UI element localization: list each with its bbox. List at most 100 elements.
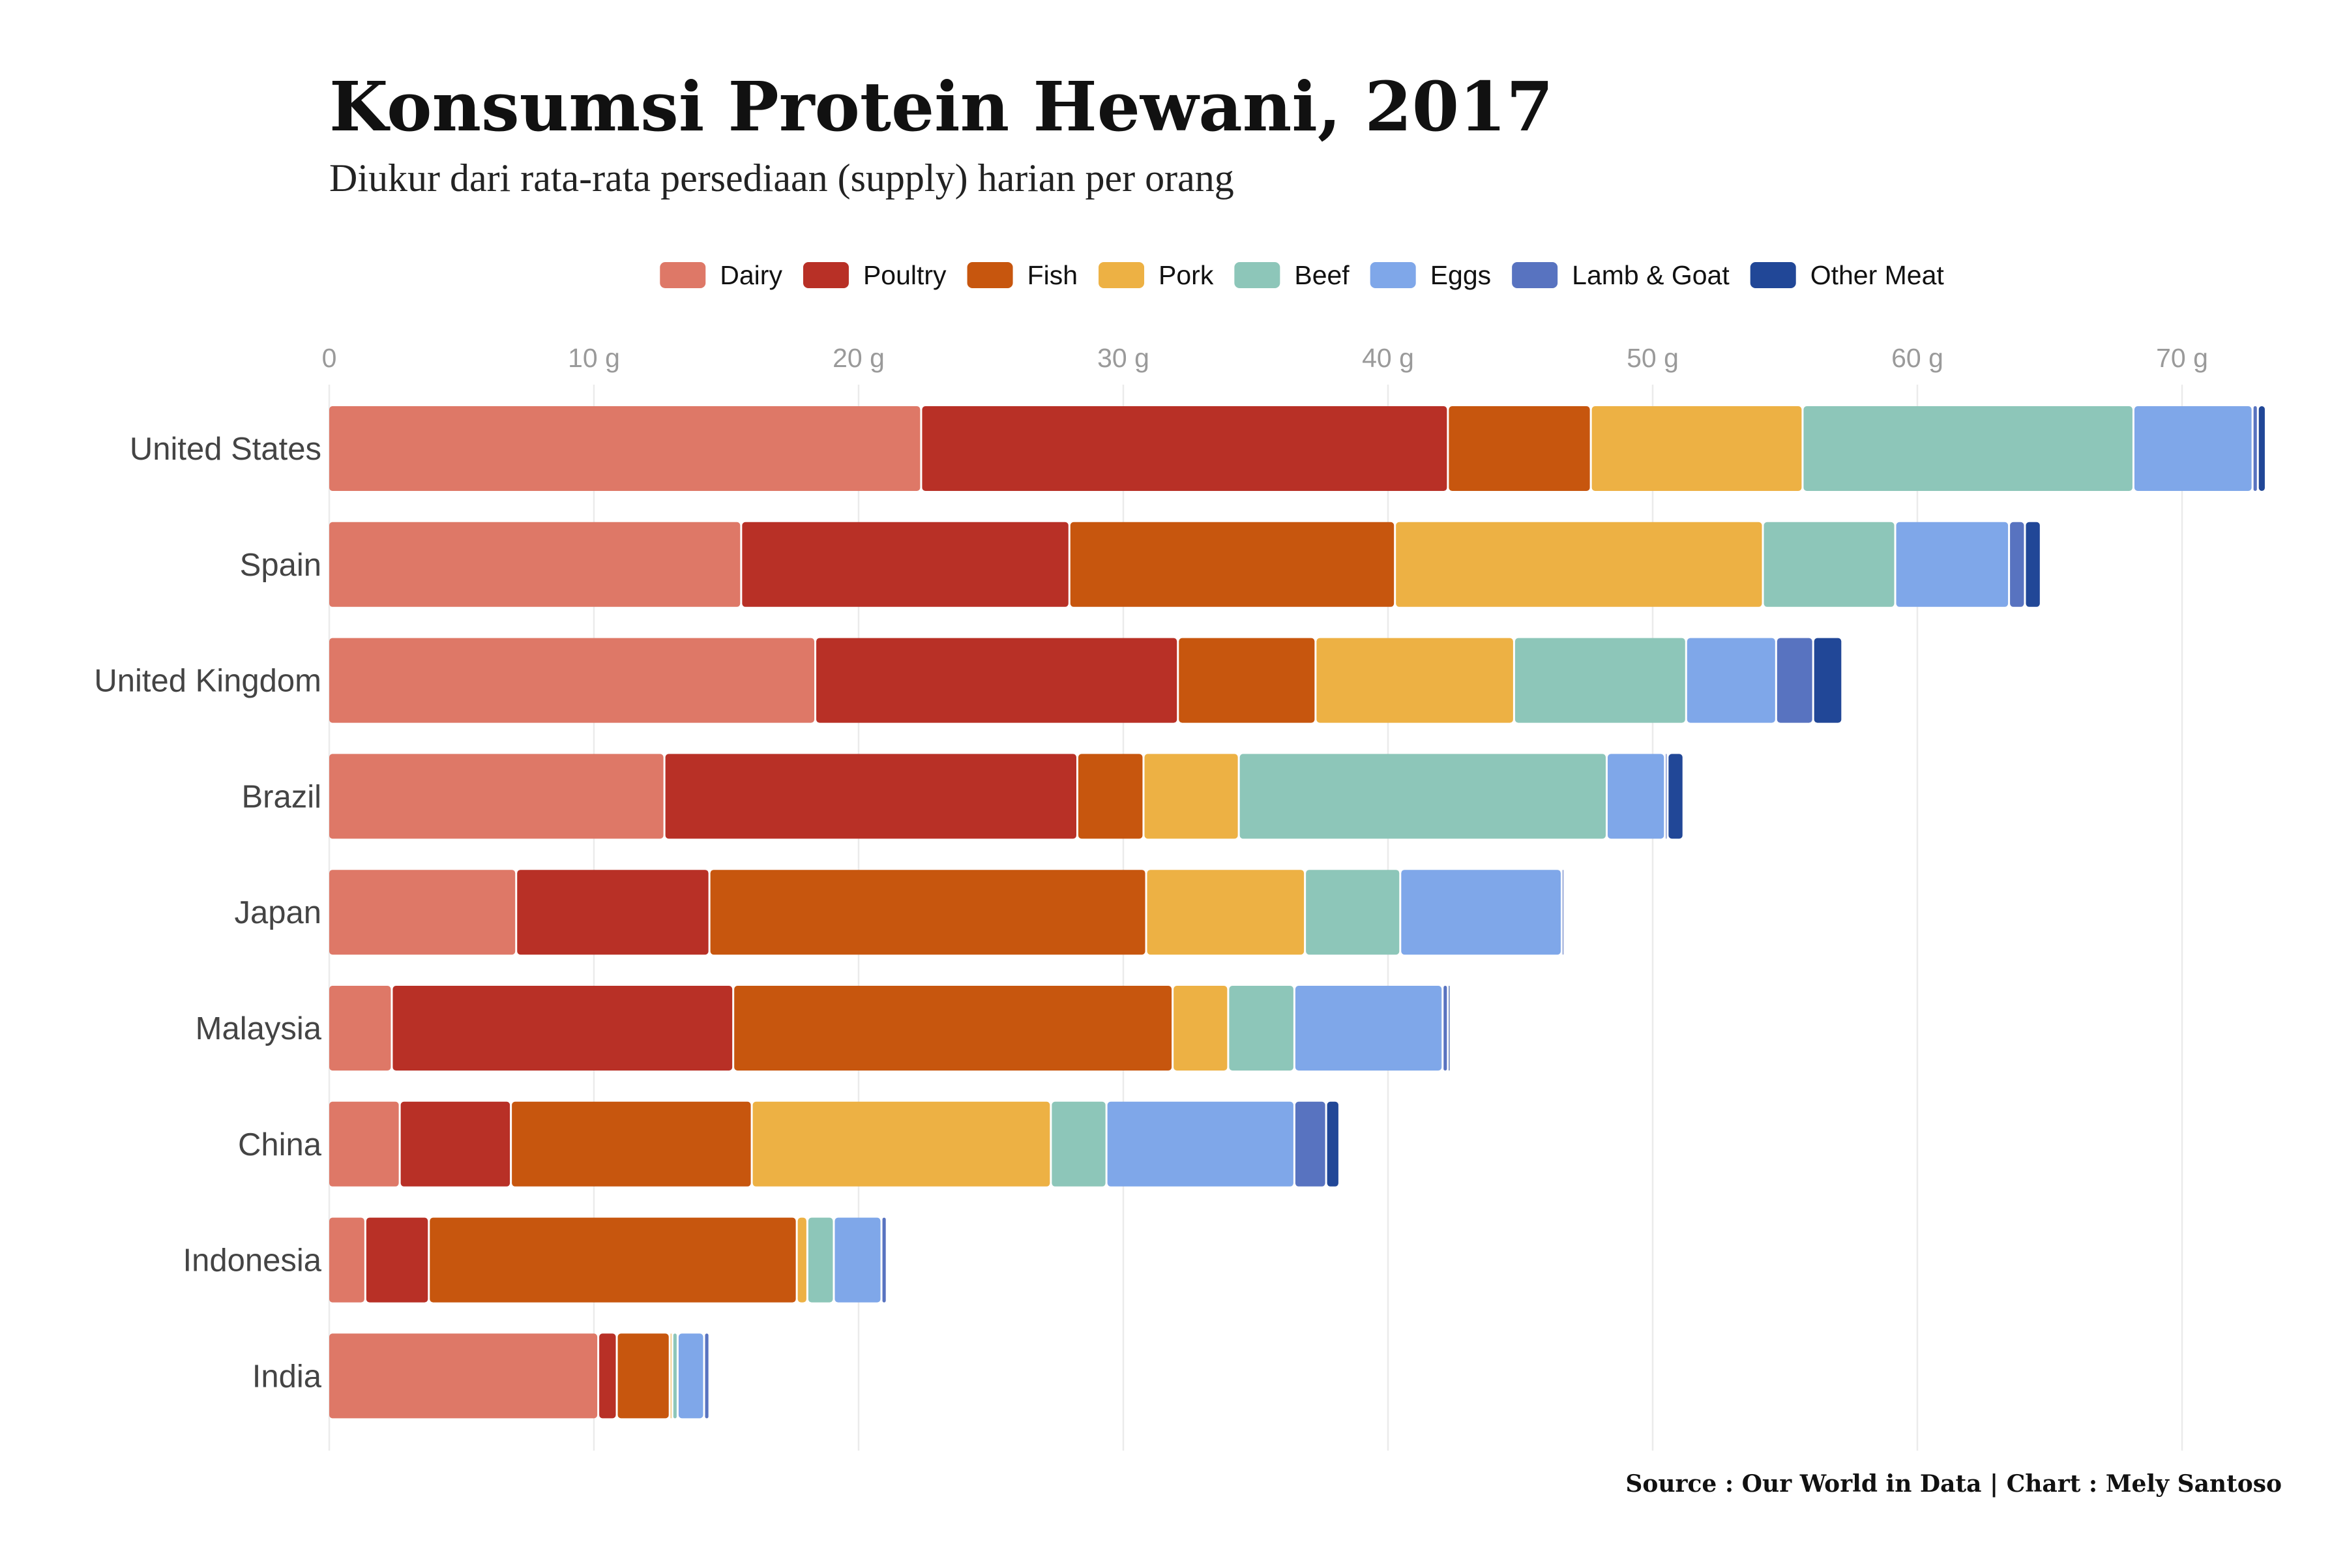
bar-malaysia-pork	[1174, 986, 1228, 1071]
bar-india-pork	[670, 1333, 672, 1419]
bar-spain-fish	[1070, 522, 1395, 607]
bar-indonesia-lamb-goat	[882, 1217, 886, 1303]
category-label-indonesia: Indonesia	[183, 1243, 321, 1279]
bar-india-lamb-goat	[705, 1333, 709, 1419]
bar-spain-other-meat	[2026, 522, 2040, 607]
x-tick-label: 0	[322, 343, 337, 373]
legend-label-poultry: Poultry	[863, 260, 947, 290]
category-label-united-states: United States	[130, 432, 321, 467]
category-label-united-kingdom: United Kingdom	[94, 664, 321, 699]
bar-united-kingdom-eggs	[1687, 638, 1775, 723]
x-tick-label: 20 g	[833, 343, 885, 373]
bar-japan-fish	[710, 870, 1145, 955]
bar-japan-dairy	[329, 870, 516, 955]
bar-spain-beef	[1764, 522, 1895, 607]
legend-swatch-poultry	[803, 262, 849, 288]
bar-japan-eggs	[1401, 870, 1561, 955]
legend-label-eggs: Eggs	[1430, 260, 1491, 290]
category-label-india: India	[252, 1359, 322, 1394]
bar-india-fish	[617, 1333, 669, 1419]
legend-swatch-beef	[1234, 262, 1280, 288]
bars	[329, 406, 2265, 1419]
bar-united-states-lamb-goat	[2253, 406, 2257, 491]
chart-title: Konsumsi Protein Hewani, 2017	[329, 67, 1554, 147]
bar-united-kingdom-poultry	[816, 638, 1177, 723]
bar-indonesia-dairy	[329, 1217, 364, 1303]
bar-spain-dairy	[329, 522, 741, 607]
bar-united-kingdom-beef	[1514, 638, 1685, 723]
bar-malaysia-eggs	[1295, 986, 1442, 1071]
legend-label-fish: Fish	[1027, 260, 1078, 290]
bar-japan-poultry	[517, 870, 709, 955]
bar-malaysia-fish	[734, 986, 1172, 1071]
bar-brazil-other-meat	[1668, 754, 1683, 839]
bar-united-kingdom-lamb-goat	[1777, 638, 1812, 723]
y-axis-categories: United States Spain United Kingdom Brazil Ja…	[94, 432, 321, 1394]
bar-china-eggs	[1107, 1101, 1293, 1187]
bar-brazil-beef	[1239, 754, 1606, 839]
x-tick-label: 60 g	[1891, 343, 1943, 373]
bar-spain-poultry	[742, 522, 1069, 607]
category-label-spain: Spain	[240, 548, 321, 583]
bar-india-beef	[673, 1333, 677, 1419]
bar-united-kingdom-pork	[1316, 638, 1513, 723]
bar-japan-pork	[1147, 870, 1305, 955]
bar-malaysia-poultry	[392, 986, 733, 1071]
legend-swatch-eggs	[1370, 262, 1416, 288]
bar-japan-beef	[1306, 870, 1400, 955]
legend-label-beef: Beef	[1294, 260, 1350, 290]
legend-label-lamb-goat: Lamb & Goat	[1572, 260, 1730, 290]
bar-china-lamb-goat	[1295, 1101, 1325, 1187]
category-label-brazil: Brazil	[241, 779, 321, 814]
x-tick-label: 70 g	[2156, 343, 2208, 373]
bar-indonesia-beef	[808, 1217, 833, 1303]
bar-china-pork	[752, 1101, 1050, 1187]
bar-united-states-eggs	[2134, 406, 2252, 491]
bar-spain-eggs	[1896, 522, 2009, 607]
bar-united-kingdom-dairy	[329, 638, 815, 723]
legend-swatch-lamb-goat	[1512, 262, 1558, 288]
bar-indonesia-fish	[430, 1217, 796, 1303]
bar-malaysia-dairy	[329, 986, 391, 1071]
bar-china-other-meat	[1327, 1101, 1338, 1187]
legend-label-dairy: Dairy	[720, 260, 782, 290]
bar-india-eggs	[678, 1333, 703, 1419]
bar-malaysia-lamb-goat	[1443, 986, 1447, 1071]
chart-subtitle: Diukur dari rata-rata persediaan (supply…	[329, 156, 1234, 200]
category-label-japan: Japan	[234, 895, 321, 930]
x-tick-label: 40 g	[1362, 343, 1414, 373]
bar-brazil-pork	[1144, 754, 1238, 839]
legend-swatch-pork	[1099, 262, 1145, 288]
bar-indonesia-pork	[797, 1217, 806, 1303]
legend-label-pork: Pork	[1159, 260, 1214, 290]
bar-spain-pork	[1396, 522, 1762, 607]
bar-china-fish	[512, 1101, 751, 1187]
bar-united-kingdom-fish	[1179, 638, 1315, 723]
bar-indonesia-poultry	[366, 1217, 428, 1303]
bar-united-states-beef	[1803, 406, 2133, 491]
bar-united-states-dairy	[329, 406, 921, 491]
bar-united-states-poultry	[922, 406, 1447, 491]
bar-united-kingdom-other-meat	[1814, 638, 1842, 723]
bar-india-poultry	[599, 1333, 616, 1419]
legend-swatch-fish	[967, 262, 1013, 288]
legend-label-other-meat: Other Meat	[1810, 260, 1945, 290]
bar-india-dairy	[329, 1333, 598, 1419]
category-label-malaysia: Malaysia	[196, 1011, 322, 1046]
x-tick-label: 10 g	[568, 343, 620, 373]
x-axis-ticks: 0 10 g 20 g 30 g 40 g 50 g 60 g 70 g	[322, 343, 2208, 373]
bar-united-states-fish	[1449, 406, 1590, 491]
category-label-china: China	[238, 1127, 322, 1162]
bar-china-beef	[1052, 1101, 1106, 1187]
legend: Dairy Poultry Fish Pork Beef Eggs Lamb & Goat O…	[660, 260, 1944, 290]
bar-brazil-eggs	[1607, 754, 1664, 839]
x-tick-label: 30 g	[1097, 343, 1149, 373]
legend-swatch-dairy	[660, 262, 706, 288]
legend-swatch-other-meat	[1750, 262, 1796, 288]
bar-brazil-fish	[1078, 754, 1143, 839]
bar-malaysia-beef	[1229, 986, 1293, 1071]
chart-caption: Source : Our World in Data | Chart : Mel…	[1625, 1470, 2282, 1498]
bar-indonesia-eggs	[834, 1217, 881, 1303]
